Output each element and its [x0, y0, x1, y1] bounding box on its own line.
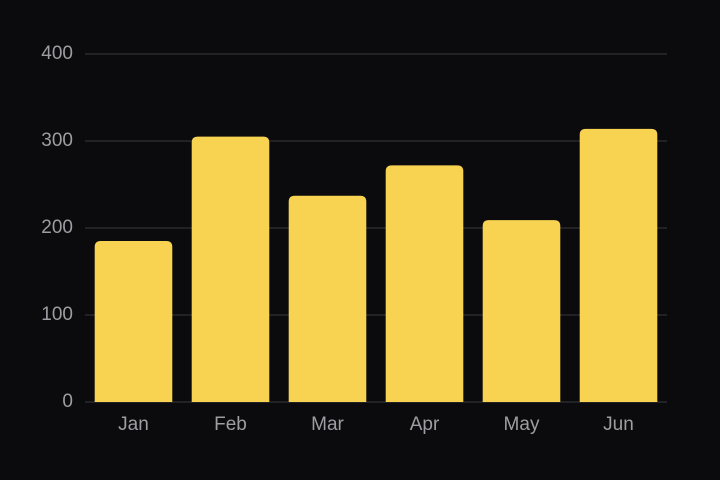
bar	[288, 195, 367, 402]
y-tick-label: 200	[41, 217, 73, 238]
x-tick-label: May	[504, 414, 540, 435]
x-tick-label: Apr	[410, 414, 440, 435]
bar	[482, 220, 561, 402]
y-tick-label: 400	[41, 43, 73, 64]
bar	[94, 241, 173, 402]
bar	[191, 136, 270, 402]
y-tick-label: 100	[41, 304, 73, 325]
x-tick-label: Jan	[118, 414, 149, 435]
y-tick-label: 0	[62, 391, 73, 412]
bar	[579, 128, 658, 402]
x-tick-label: Feb	[214, 414, 247, 435]
y-tick-label: 300	[41, 130, 73, 151]
x-tick-label: Mar	[311, 414, 344, 435]
x-tick-label: Jun	[603, 414, 634, 435]
bar	[385, 165, 464, 402]
